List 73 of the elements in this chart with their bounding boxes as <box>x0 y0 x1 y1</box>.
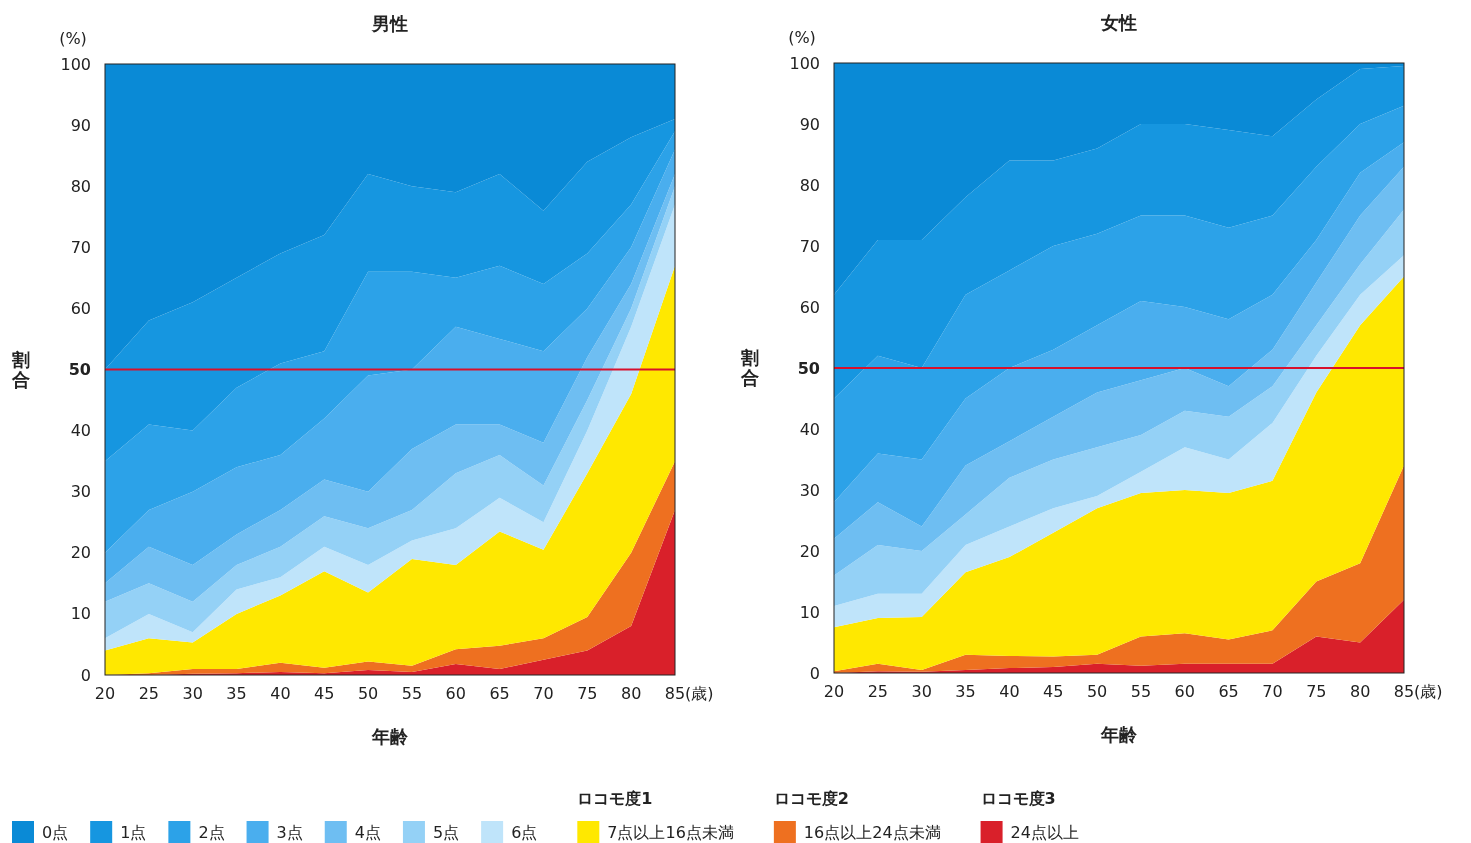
legend-label: 16点以上24点未満 <box>803 822 941 842</box>
x-tick-label: 60 <box>445 684 466 703</box>
x-tick-label: 80 <box>1349 682 1371 701</box>
x-tick-label: 50 <box>357 684 379 703</box>
y-tick-label: 30 <box>70 482 91 502</box>
legend-label: 3点 <box>276 822 303 842</box>
y-tick-label: 80 <box>799 175 820 195</box>
text: (歳) <box>1414 682 1443 701</box>
y-tick-label: 20 <box>70 543 91 563</box>
x-tick-label: 85 <box>1393 682 1415 701</box>
x-tick-label: 45 <box>314 684 335 703</box>
x-tick-label: 70 <box>1262 682 1283 701</box>
text: ロコモ度3 <box>980 788 1056 808</box>
y-tick-label: 0 <box>80 665 91 685</box>
x-tick-label: 80 <box>620 684 642 703</box>
legend-label: 1点 <box>120 822 147 842</box>
x-tick-label: 40 <box>999 682 1020 701</box>
y-tick-label: 70 <box>799 236 820 256</box>
chart-title: 女性 <box>1100 12 1137 33</box>
x-tick-label: 20 <box>94 684 116 703</box>
x-axis-title: 年齢 <box>371 726 409 747</box>
legend-label: 4点 <box>354 822 381 842</box>
x-tick-label: 30 <box>911 682 932 701</box>
legend-label: 0点 <box>42 822 69 842</box>
y-tick-label: 30 <box>799 480 820 500</box>
text: ロコモ度1 <box>577 788 653 808</box>
x-axis-title: 年齢 <box>1100 724 1138 745</box>
legend-label: 6点 <box>511 822 538 842</box>
text: (%) <box>59 29 87 48</box>
legend-label: 7点以上16点未満 <box>607 822 734 842</box>
x-tick-label: 25 <box>867 682 889 701</box>
y-tick-label: 100 <box>789 53 820 73</box>
y-tick-label: 10 <box>70 604 91 624</box>
x-tick-label: 30 <box>182 684 203 703</box>
legend-label: 5点 <box>432 822 460 842</box>
y-tick-label: 0 <box>809 663 820 683</box>
y-tick-label: 50 <box>797 358 820 378</box>
y-tick-label: 80 <box>70 176 91 196</box>
text: (%) <box>788 28 816 47</box>
x-tick-label: 55 <box>401 684 423 703</box>
x-tick-label: 75 <box>1306 682 1327 701</box>
x-tick-label: 25 <box>138 684 160 703</box>
legend-label: 24点以上 <box>1010 822 1079 842</box>
x-tick-label: 60 <box>1174 682 1195 701</box>
legend-label: 2点 <box>198 822 225 842</box>
x-tick-label: 20 <box>823 682 845 701</box>
x-tick-label: 50 <box>1086 682 1108 701</box>
y-tick-label: 40 <box>70 421 91 441</box>
x-tick-label: 85 <box>664 684 686 703</box>
y-tick-label: 70 <box>70 237 91 257</box>
y-axis-title: 割合 <box>11 348 30 390</box>
y-axis-title: 割合 <box>740 347 759 388</box>
text: (歳) <box>685 684 714 703</box>
x-tick-label: 45 <box>1043 682 1064 701</box>
y-tick-label: 60 <box>70 298 91 318</box>
x-tick-label: 65 <box>489 684 510 703</box>
text: ロコモ度2 <box>773 788 849 808</box>
y-tick-label: 100 <box>60 54 91 74</box>
x-tick-label: 75 <box>577 684 598 703</box>
y-tick-label: 90 <box>70 115 91 135</box>
x-tick-label: 35 <box>226 684 247 703</box>
chart-title: 男性 <box>371 13 408 34</box>
y-tick-label: 60 <box>799 297 820 317</box>
y-tick-label: 10 <box>799 602 820 622</box>
y-tick-label: 90 <box>799 114 820 134</box>
y-tick-label: 50 <box>68 360 91 379</box>
x-tick-label: 70 <box>533 684 554 703</box>
x-tick-label: 35 <box>955 682 976 701</box>
x-tick-label: 55 <box>1130 682 1152 701</box>
x-tick-label: 65 <box>1218 682 1239 701</box>
y-tick-label: 20 <box>799 541 820 561</box>
x-tick-label: 40 <box>270 684 291 703</box>
y-tick-label: 40 <box>799 419 820 439</box>
